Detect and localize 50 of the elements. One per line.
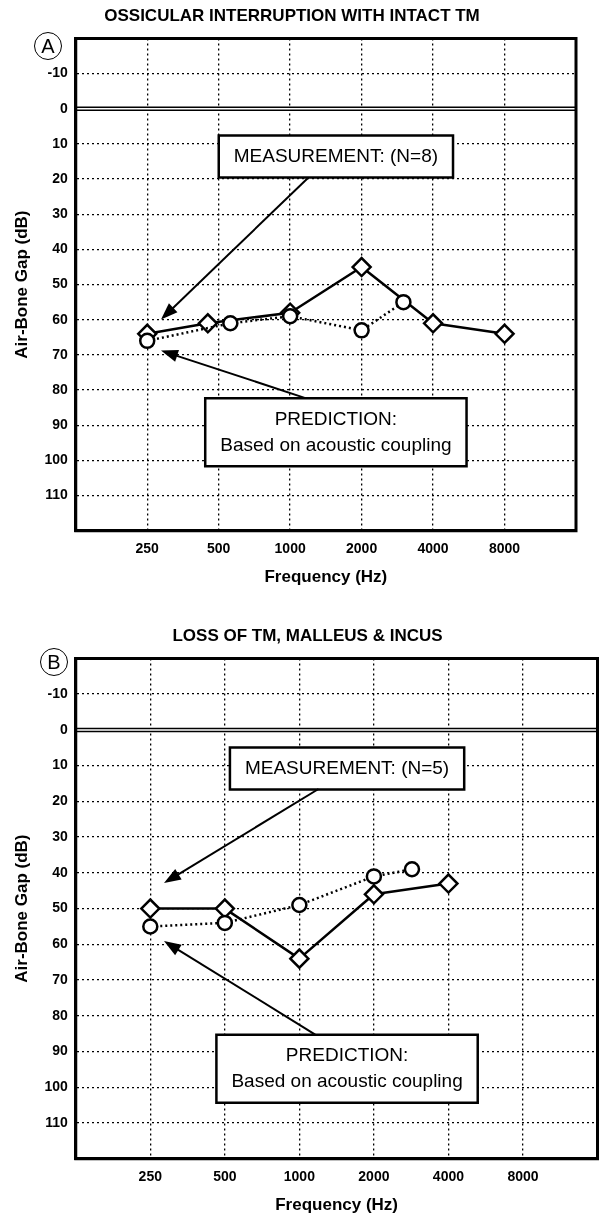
x-axis-title: Frequency (Hz): [264, 567, 388, 587]
annotation: PREDICTION: Based on acoustic coupling: [231, 1043, 463, 1091]
x-tick-label: 8000: [488, 540, 521, 557]
y-tick-label: 100: [44, 1078, 68, 1095]
y-tick-label: 0: [59, 720, 68, 737]
y-tick-label: 110: [45, 486, 68, 503]
annotation: MEASUREMENT: (N=8): [233, 144, 439, 166]
y-tick-label: 90: [52, 416, 68, 433]
y-tick-label: 0: [59, 99, 68, 116]
y-tick-label: 80: [52, 1006, 68, 1023]
y-tick-label: 110: [45, 1113, 68, 1130]
x-tick-label: 1000: [283, 1168, 316, 1185]
y-tick-label: 20: [52, 169, 68, 186]
y-tick-label: 70: [52, 345, 68, 362]
x-tick-label: 250: [138, 1168, 163, 1185]
y-tick-label: -10: [47, 685, 68, 701]
chart-title: LOSS OF TM, MALLEUS & INCUS: [172, 625, 443, 645]
text: A: [34, 32, 62, 60]
y-tick-label: 50: [52, 899, 68, 916]
text: B: [40, 648, 68, 676]
y-tick-label: 80: [52, 380, 68, 397]
chart-title: OSSICULAR INTERRUPTION WITH INTACT TM: [104, 5, 480, 25]
y-tick-label: 50: [52, 275, 68, 292]
x-tick-label: 2000: [358, 1168, 390, 1185]
x-tick-label: 500: [207, 540, 231, 557]
y-tick-label: 10: [52, 756, 68, 773]
y-tick-label: 40: [52, 863, 68, 880]
x-axis-title: Frequency (Hz): [275, 1195, 399, 1215]
x-tick-label: 4000: [417, 540, 449, 557]
x-tick-label: 8000: [507, 1168, 539, 1185]
y-tick-label: 10: [52, 134, 68, 151]
x-tick-label: 500: [213, 1168, 237, 1185]
y-tick-label: 40: [52, 240, 68, 257]
y-tick-label: 30: [52, 827, 68, 844]
y-tick-label: 30: [52, 205, 68, 222]
x-tick-label: 2000: [346, 540, 378, 557]
y-tick-label: 70: [52, 970, 68, 987]
x-tick-label: 1000: [274, 540, 306, 557]
x-tick-label: 250: [135, 540, 160, 557]
y-tick-label: 100: [44, 451, 68, 468]
y-tick-label: 60: [52, 310, 68, 327]
y-axis-title: Air-Bone Gap (dB): [11, 834, 31, 983]
y-tick-label: 60: [52, 935, 68, 952]
y-tick-label: 20: [52, 792, 68, 809]
x-tick-label: 4000: [432, 1168, 465, 1185]
y-tick-label: 90: [52, 1042, 68, 1059]
annotation: PREDICTION: Based on acoustic coupling: [220, 407, 452, 455]
annotation: MEASUREMENT: (N=5): [244, 756, 450, 778]
y-axis-title: Air-Bone Gap (dB): [11, 210, 31, 359]
y-tick-label: -10: [47, 64, 68, 81]
